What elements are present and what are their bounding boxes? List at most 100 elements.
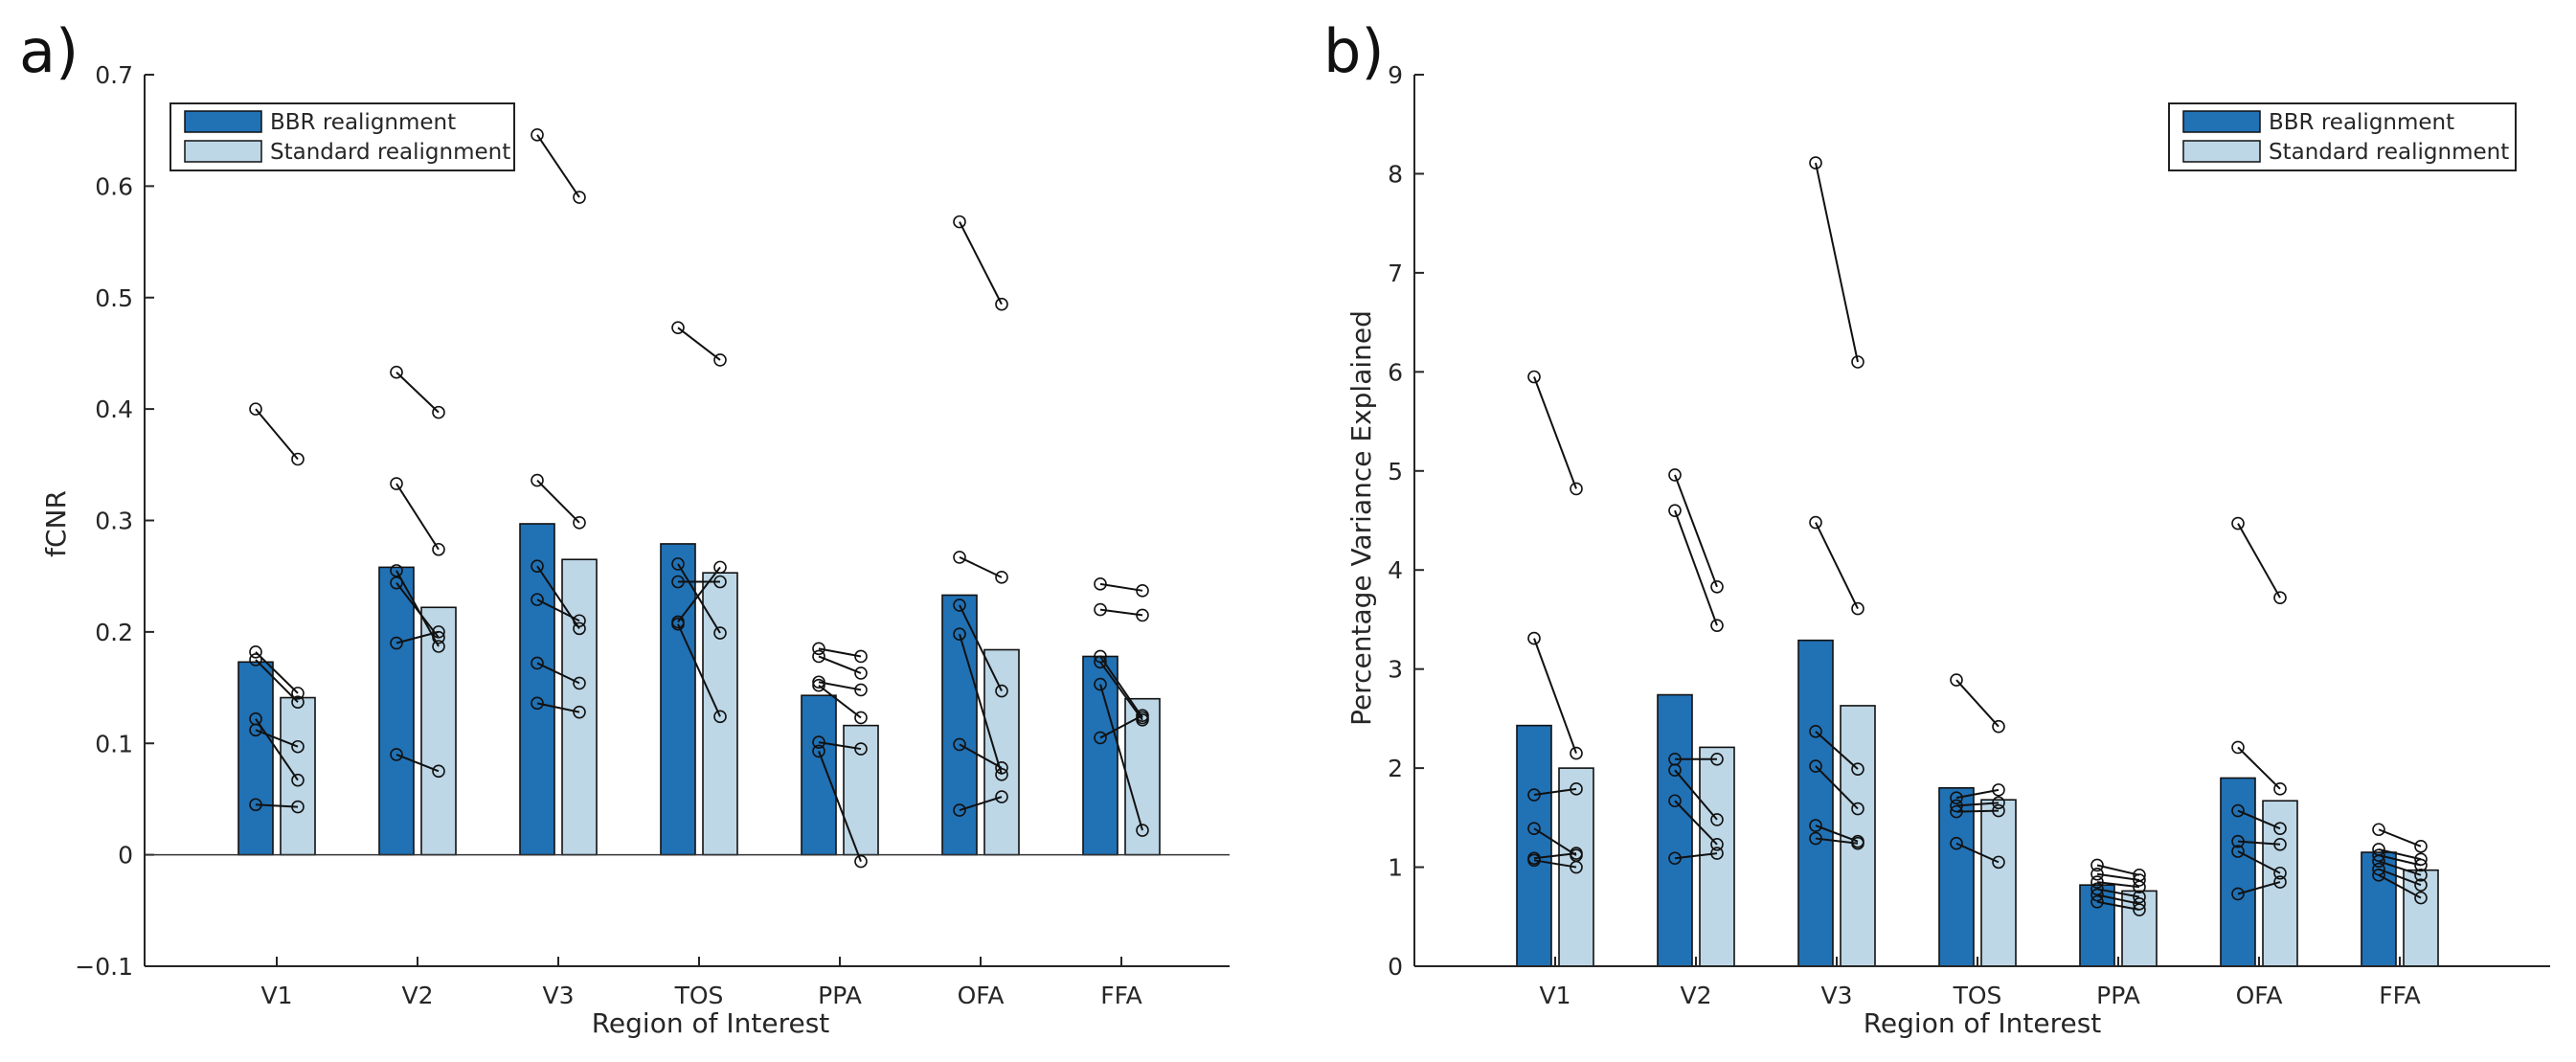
subject-marker-standard [1570,746,1583,760]
subject-marker-bbr [390,365,403,379]
subject-marker-standard [1851,836,1864,850]
subject-marker-standard [1136,713,1149,727]
bbr-bar-ffa [2361,851,2397,967]
subject-marker-standard [1992,855,2005,870]
y-tick-label: 0.5 [95,284,133,312]
subject-marker-standard [432,625,445,639]
subject-line-ppa [2096,900,2140,912]
subject-marker-standard [1136,584,1149,598]
subject-marker-bbr [249,798,262,812]
subject-marker-standard [2414,878,2428,892]
subject-marker-standard [573,191,586,204]
subject-marker-standard [1992,796,2005,810]
y-tick-label: 7 [1388,260,1403,287]
subject-line-v3 [1815,765,1859,810]
subject-line-v2 [395,371,440,414]
subject-marker-bbr [2090,888,2104,902]
subject-line-v1 [255,651,299,694]
subject-marker-bbr [390,636,403,650]
subject-marker-standard [291,687,305,700]
subject-line-tos [677,566,721,623]
subject-line-tos [1955,842,2000,864]
subject-line-v3 [1815,162,1859,363]
subject-marker-standard [1851,355,1864,369]
subject-line-ffa [1099,582,1143,592]
subject-marker-bbr [390,748,403,761]
subject-marker-standard [1992,719,2005,734]
panel-b-variance-chart: b) 0 1 2 3 4 5 6 7 8 9 V1 V2 V3 TOS PPA OFA FFA Region … [1323,16,2550,1039]
legend-swatch-bbr [184,110,262,133]
subject-marker-standard [291,739,305,754]
subject-marker-bbr [2090,858,2104,872]
subject-marker-standard [1570,782,1583,796]
panel-a-y-ticks: −0.1 0 0.1 0.2 0.3 0.4 0.5 0.6 0.7 [75,61,154,981]
y-tick-label: 0.6 [95,172,133,200]
subject-marker-standard [995,297,1008,311]
subject-marker-standard [1710,619,1724,632]
subject-line-v3 [536,662,580,685]
subject-line-v3 [536,702,580,713]
subject-marker-standard [2273,875,2287,889]
subject-marker-standard [854,854,868,869]
subject-line-ffa [2378,828,2422,847]
subject-marker-bbr [2231,740,2245,755]
subject-marker-bbr [1527,370,1541,384]
subject-marker-standard [573,621,586,636]
subject-marker-bbr [531,128,544,142]
subject-marker-standard [1136,824,1149,837]
subject-marker-bbr [671,617,685,631]
y-tick-label: 6 [1388,358,1403,386]
subject-marker-standard [713,560,727,575]
subject-marker-standard [291,452,305,466]
bbr-bar-tos [1938,786,1975,967]
subject-marker-bbr [1094,677,1107,691]
subject-line-ffa [2378,868,2422,887]
subject-marker-bbr [671,321,685,334]
y-tick-label: 0.2 [95,619,133,646]
subject-marker-bbr [1809,759,1822,773]
subject-line-ofa [2237,881,2281,895]
subject-marker-bbr [1094,655,1107,669]
standard-bar-tos [1980,799,2017,967]
subject-line-tos [677,563,721,634]
subject-line-v3 [1815,522,1859,610]
panel-a-bars [237,523,1161,856]
subject-line-v2 [395,630,440,644]
subject-marker-standard [1992,783,2005,797]
y-tick-label: 0 [118,842,133,870]
x-tick-label-ofa: OFA [958,982,1005,1009]
subject-marker-bbr [1950,673,1963,687]
y-tick-label: −0.1 [75,953,133,981]
x-tick-label-ffa: FFA [2379,982,2421,1009]
panel-b-label: b) [1323,16,1385,86]
panel-a-axes [144,75,1230,967]
standard-bar-ofa [2262,800,2298,967]
subject-marker-standard [432,640,445,653]
subject-marker-bbr [1668,851,1682,866]
subject-line-ppa [2096,872,2140,881]
x-tick-label-ppa: PPA [2096,982,2140,1009]
subject-marker-bbr [1527,853,1541,868]
subject-line-ppa [818,681,862,691]
subject-marker-standard [995,761,1008,775]
standard-bar-ppa [843,724,879,856]
subject-marker-bbr [390,564,403,577]
subject-marker-bbr [2231,834,2245,848]
standard-bar-ofa [983,648,1020,856]
subject-marker-standard [2273,837,2287,851]
bbr-bar-v3 [519,523,555,856]
standard-bar-v1 [280,696,316,856]
subject-marker-bbr [1527,822,1541,836]
panel-b-bars [1516,639,2439,967]
subject-marker-standard [995,684,1008,698]
subject-line-ffa [1099,655,1143,719]
subject-marker-bbr [1950,791,1963,804]
subject-marker-bbr [531,559,544,574]
subject-marker-standard [2273,782,2287,796]
subject-line-v1 [255,718,299,781]
bbr-bar-ofa [2220,777,2256,967]
subject-line-v2 [395,753,440,773]
subject-marker-standard [573,614,586,628]
x-tick-label-v3: V3 [1820,982,1852,1009]
panel-a-x-ticks: V1 V2 V3 TOS PPA OFA FFA [260,957,1142,1009]
